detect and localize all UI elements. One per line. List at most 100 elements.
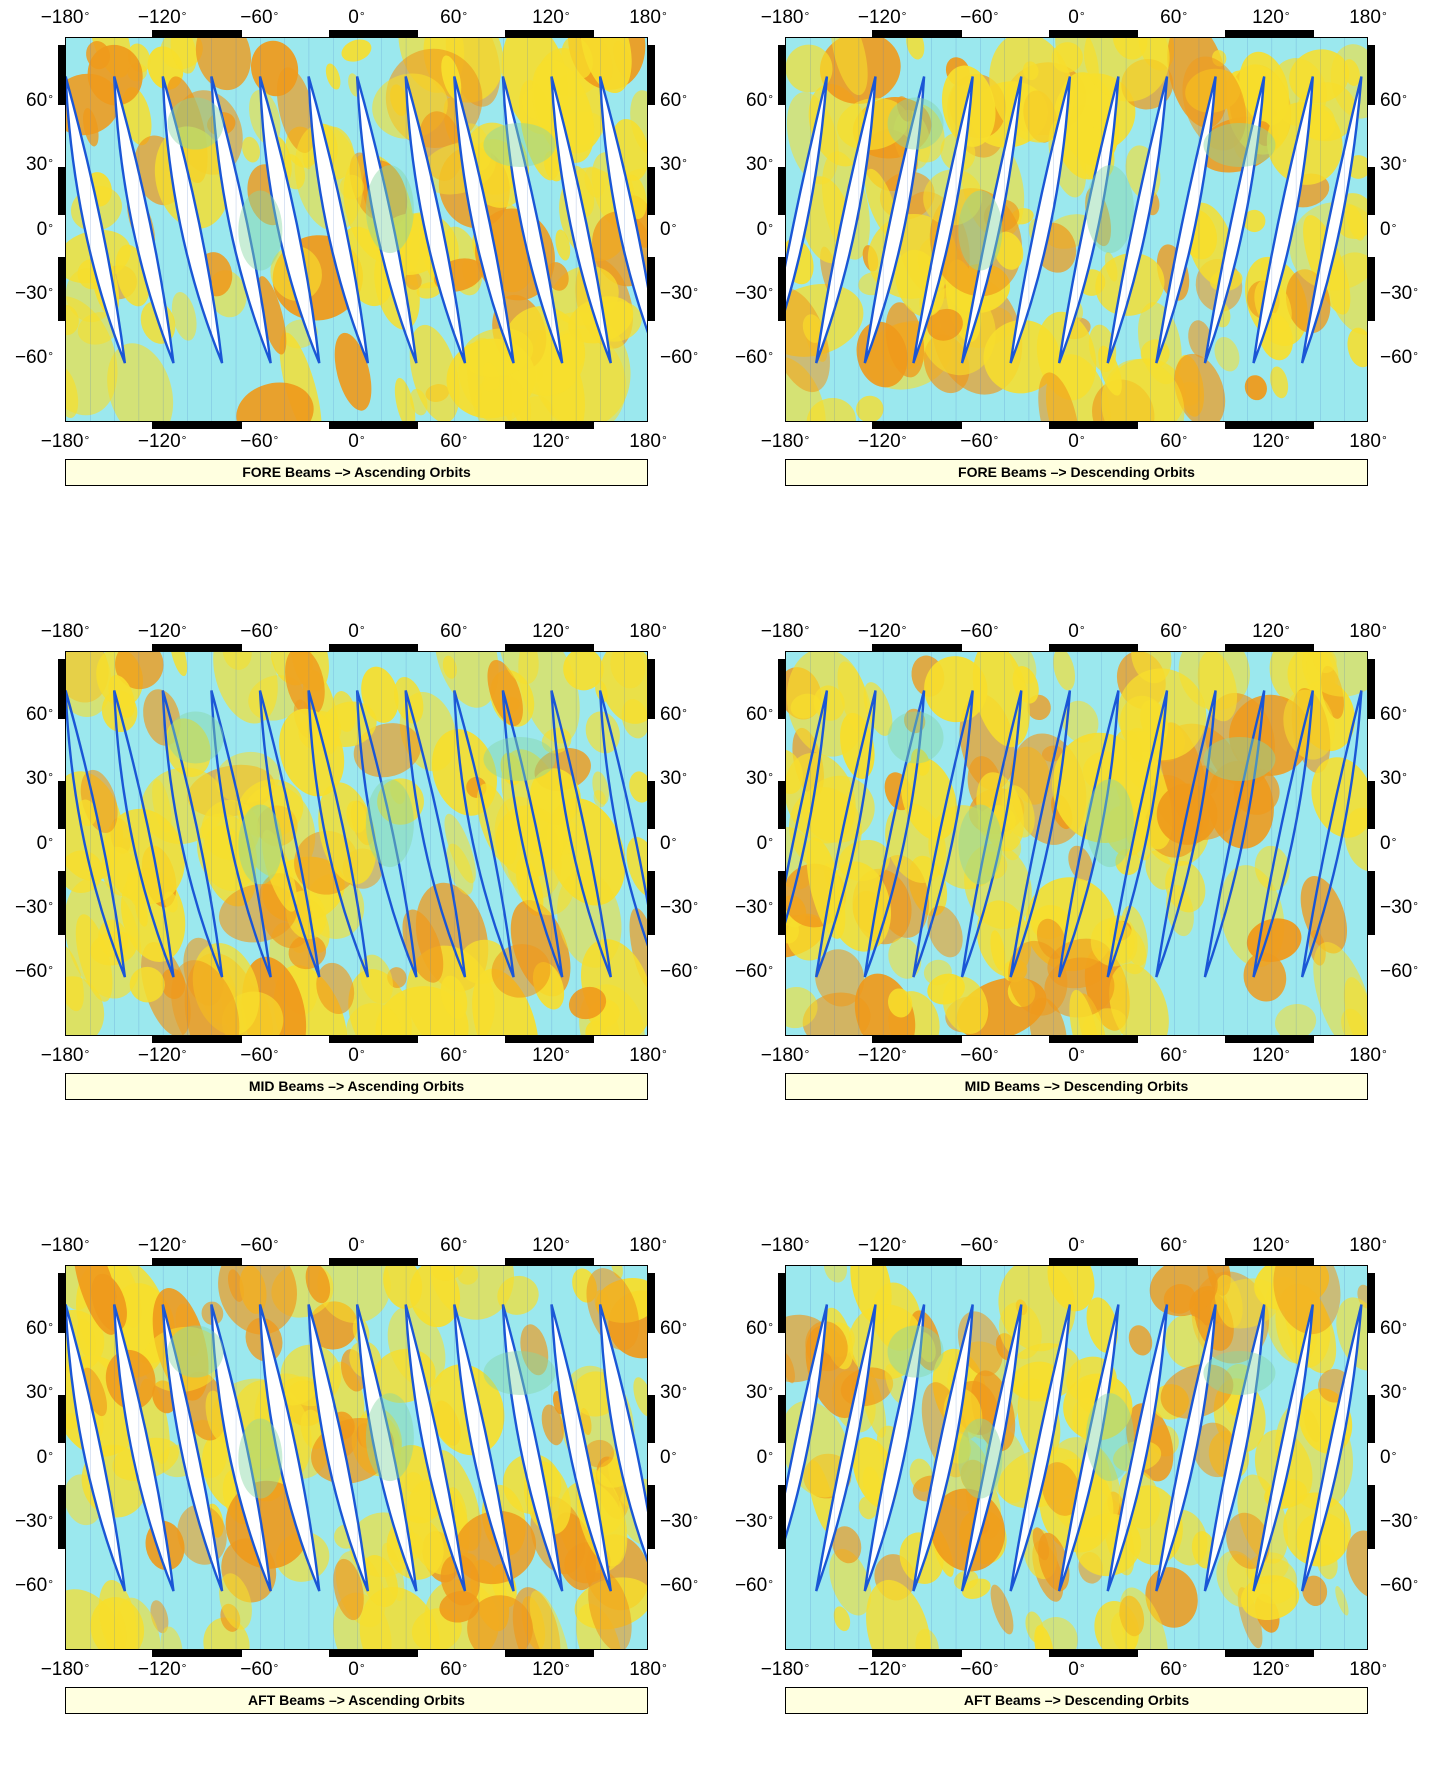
- panel-caption: FORE Beams –> Ascending Orbits: [65, 459, 648, 486]
- lon-tick-label-top: 60°: [440, 621, 468, 642]
- data-blob: [827, 861, 892, 952]
- swath-gap: [1155, 1304, 1217, 1592]
- map-panel-mid-ascending: −180° −180° −120° −120° −60° −60° 0° 0° 60° 60° 12…: [0, 614, 720, 1159]
- lon-tick-label-bottom: 120°: [1252, 431, 1290, 452]
- frame-bar: [1225, 30, 1314, 37]
- frame-bar: [778, 1395, 785, 1443]
- data-blob: [346, 1003, 402, 1035]
- swath-gap: [912, 1304, 974, 1592]
- coverage-map: [786, 652, 1367, 1035]
- swath-gap: [960, 1304, 1023, 1592]
- data-blob: [170, 652, 188, 677]
- frame-bar: [329, 1650, 418, 1657]
- lon-tick-label-top: −120°: [137, 621, 187, 642]
- data-blob: [170, 38, 197, 74]
- frame-bar: [648, 1273, 655, 1333]
- frame-bar: [58, 871, 65, 935]
- lon-tick-label-top: −180°: [760, 7, 810, 28]
- lon-tick-label-bottom: 120°: [532, 431, 570, 452]
- data-blob: [416, 282, 442, 299]
- data-blob: [1022, 61, 1039, 81]
- lat-tick-label-right: −60°: [1380, 960, 1419, 982]
- data-blob: [219, 883, 298, 943]
- data-blob: [568, 986, 607, 1020]
- lon-tick-label-top: −120°: [137, 7, 187, 28]
- frame-bar: [58, 1395, 65, 1443]
- swath-gap: [1009, 1304, 1072, 1592]
- swath-gap: [113, 76, 175, 364]
- swath-gap: [258, 1304, 321, 1592]
- data-blob: [142, 1326, 224, 1393]
- lon-tick-label-top: −60°: [960, 1235, 999, 1256]
- frame-bar: [152, 1036, 242, 1043]
- data-blob: [394, 377, 416, 421]
- lon-tick-label-top: −120°: [857, 621, 907, 642]
- lat-tick-label-right: −30°: [1380, 896, 1419, 918]
- lat-tick-label-left: 30°: [746, 154, 773, 176]
- swath-gap: [863, 76, 926, 364]
- frame-bar: [329, 1036, 418, 1043]
- swath-gap: [960, 76, 1023, 364]
- data-blob: [197, 813, 257, 891]
- frame-bar: [1225, 1650, 1314, 1657]
- data-blob: [203, 1617, 250, 1649]
- lon-tick-label-top: 60°: [440, 7, 468, 28]
- swath-gap: [863, 690, 926, 978]
- data-blob: [540, 818, 581, 856]
- data-blob: [786, 287, 830, 393]
- lat-tick-label-right: 60°: [1380, 1318, 1407, 1340]
- frame-bar: [152, 644, 242, 651]
- lat-tick-label-left: 0°: [756, 218, 773, 240]
- lat-tick-label-left: 30°: [746, 1382, 773, 1404]
- lat-tick-label-left: −60°: [14, 346, 53, 368]
- frame-bar: [329, 644, 418, 651]
- swath-gap: [161, 1304, 224, 1592]
- swath-gap: [912, 690, 974, 978]
- lon-tick-label-bottom: 120°: [1252, 1045, 1290, 1066]
- lat-tick-label-right: 30°: [660, 154, 687, 176]
- lon-tick-label-bottom: 0°: [348, 1045, 365, 1066]
- data-blob: [1035, 1617, 1078, 1649]
- lat-tick-label-left: 0°: [36, 1446, 53, 1468]
- swath-gap: [960, 690, 1023, 978]
- data-blob: [1149, 1266, 1218, 1317]
- lon-tick-label-bottom: 180°: [629, 1659, 667, 1680]
- swath-gap: [307, 690, 370, 978]
- data-blob: [1233, 768, 1280, 815]
- swath-gap: [1252, 690, 1314, 978]
- data-blob: [66, 943, 84, 1012]
- swath-gap: [1009, 76, 1072, 364]
- data-blob: [989, 38, 1074, 143]
- data-blob: [1335, 1586, 1349, 1616]
- data-blob: [923, 959, 952, 986]
- swath-gap: [453, 76, 515, 364]
- continent-patch: [365, 1393, 414, 1482]
- lat-tick-label-right: 30°: [1380, 768, 1407, 790]
- lon-tick-label-top: 180°: [1349, 1235, 1387, 1256]
- swath-gap: [453, 1304, 515, 1592]
- frame-bar: [58, 45, 65, 105]
- data-blob: [160, 1626, 183, 1649]
- data-blob: [1346, 1530, 1367, 1599]
- frame-bar: [58, 1485, 65, 1549]
- continent-patch: [167, 711, 224, 764]
- frame-bar: [648, 257, 655, 321]
- data-blob: [786, 652, 868, 757]
- data-blob: [530, 768, 581, 825]
- data-blob: [629, 907, 647, 991]
- data-blob: [580, 38, 632, 94]
- data-blob: [1038, 372, 1080, 421]
- swath-gap: [1300, 690, 1363, 978]
- data-blob: [383, 1266, 423, 1310]
- lon-tick-label-bottom: 180°: [1349, 431, 1387, 452]
- lon-tick-label-top: −60°: [960, 621, 999, 642]
- lon-tick-label-bottom: 180°: [1349, 1659, 1387, 1680]
- data-blob: [806, 397, 856, 421]
- lon-tick-label-top: −60°: [240, 1235, 279, 1256]
- data-blob: [257, 276, 287, 355]
- frame-bar: [648, 781, 655, 829]
- data-blob: [829, 1548, 872, 1616]
- data-blob: [1214, 336, 1240, 372]
- data-blob: [1101, 358, 1185, 421]
- lon-tick-label-top: 0°: [348, 7, 365, 28]
